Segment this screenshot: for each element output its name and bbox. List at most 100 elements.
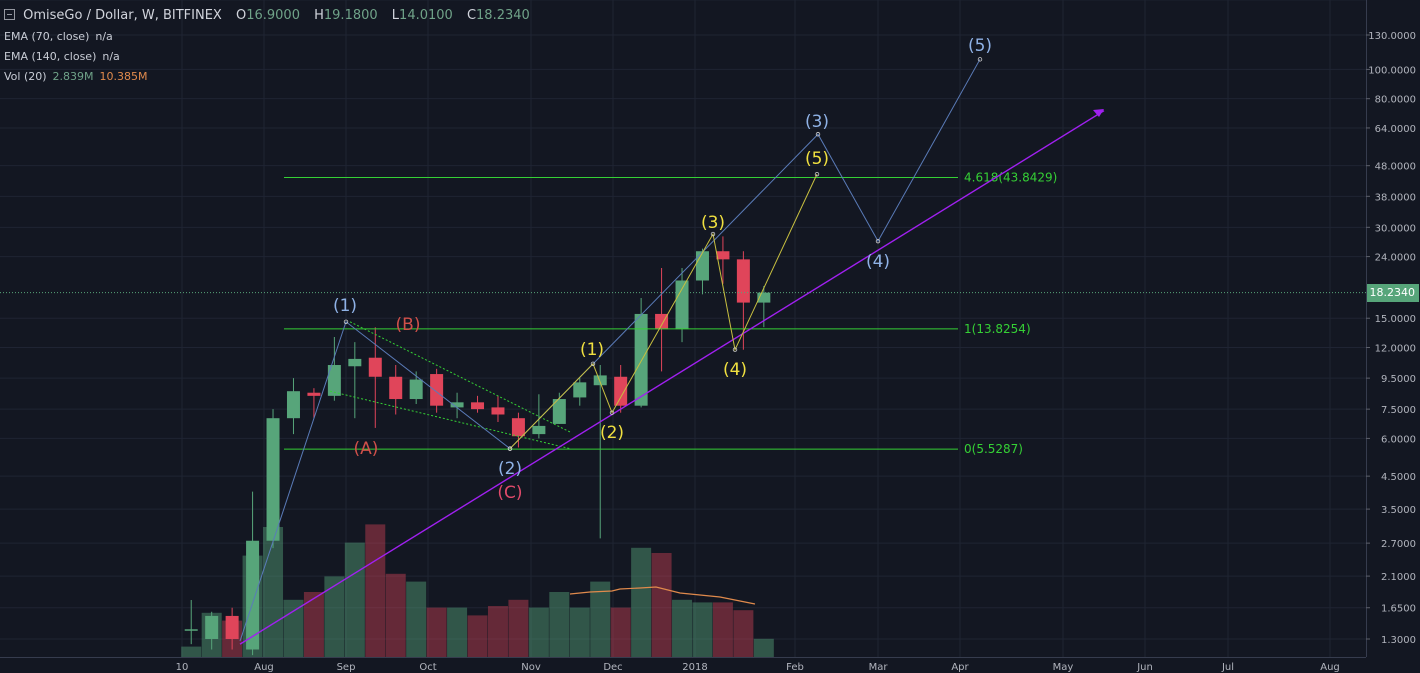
candle — [266, 409, 280, 549]
candle-body — [368, 357, 382, 377]
y-tick-label: 2.1000 — [1381, 572, 1416, 583]
wave-label-yellow: (1) — [580, 340, 604, 360]
volume-bar — [610, 607, 631, 657]
candle — [593, 365, 607, 539]
high-value: 19.1800 — [323, 8, 378, 23]
price-axis-area — [1366, 0, 1420, 673]
x-tick-label: Aug — [254, 662, 274, 673]
wave-point — [732, 347, 738, 352]
wave-point — [977, 57, 983, 62]
volume-bar — [692, 602, 713, 657]
candle — [348, 342, 362, 419]
candle-body — [184, 629, 198, 631]
volume-bar — [344, 542, 365, 657]
candle — [614, 365, 628, 413]
candle-body — [307, 392, 321, 396]
candle — [655, 267, 669, 372]
candle-body — [634, 313, 648, 406]
volume-bar — [569, 607, 590, 657]
fib-level-label: 4.618(43.8429) — [964, 171, 1057, 185]
volume-row[interactable]: Vol (20) 2.839M 10.385M — [4, 66, 530, 86]
volume-bar — [508, 599, 529, 657]
wave-label-blue: (4) — [866, 252, 890, 272]
volume-bar — [590, 581, 611, 657]
candle — [634, 298, 648, 408]
candle-body — [532, 425, 546, 435]
wave-point — [814, 171, 820, 177]
wave-label-yellow: (3) — [701, 213, 725, 233]
y-tick-label: 4.5000 — [1381, 472, 1416, 483]
candle-body — [286, 391, 300, 419]
y-tick-label: 64.0000 — [1375, 124, 1416, 135]
x-tick-label: Mar — [869, 662, 889, 673]
wave-path-yellow — [509, 173, 818, 449]
x-tick-label: Dec — [603, 662, 622, 673]
close-value: 18.2340 — [476, 8, 530, 23]
candle-body — [552, 399, 566, 424]
y-tick-label: 100.0000 — [1368, 65, 1416, 76]
candle — [327, 337, 341, 401]
volume-value: 2.839M — [52, 70, 94, 83]
symbol-row: OmiseGo / Dollar, W, BITFINEX O16.9000 H… — [4, 6, 530, 26]
candle-body — [573, 382, 587, 398]
corrective-wave-label: (C) — [497, 483, 522, 503]
candle — [471, 395, 485, 413]
candle-body — [266, 418, 280, 541]
candle — [573, 378, 587, 406]
candle-body — [593, 375, 607, 386]
candle — [368, 327, 382, 428]
candle — [552, 392, 566, 424]
wave-point — [507, 446, 513, 451]
candle-body — [736, 259, 750, 303]
wave-label-yellow: (5) — [805, 149, 829, 169]
volume-bar — [549, 592, 570, 657]
candle — [225, 607, 239, 650]
candle — [205, 611, 219, 650]
candle — [246, 491, 260, 656]
candle-body — [511, 418, 525, 437]
candle — [389, 365, 403, 415]
symbol-title: OmiseGo / Dollar, W, BITFINEX — [23, 8, 222, 23]
low-value: 14.0100 — [399, 8, 453, 23]
ema140-value: n/a — [102, 50, 120, 63]
volume-bar — [753, 638, 774, 657]
volume-bar — [712, 602, 733, 657]
x-tick-label: Sep — [337, 662, 356, 673]
wave-point — [815, 132, 821, 137]
wave-point — [710, 231, 716, 237]
ema70-row[interactable]: EMA (70, close) n/a — [4, 26, 530, 46]
high-label: H — [314, 8, 324, 23]
candle — [736, 251, 750, 350]
volume-bar — [426, 607, 447, 657]
wave-label-yellow: (2) — [600, 423, 624, 443]
wave-label-blue: (1) — [333, 296, 357, 316]
volume-bar — [651, 553, 672, 657]
fib-level-label: 0(5.5287) — [964, 442, 1023, 456]
y-tick-label: 1.3000 — [1381, 635, 1416, 646]
candle — [491, 395, 505, 422]
x-tick-label: Jul — [1221, 662, 1234, 673]
volume-ma-line — [569, 586, 756, 605]
volume-bar — [324, 576, 345, 657]
candle-body — [450, 402, 464, 408]
x-tick-label: Apr — [951, 662, 969, 673]
volume-bar — [263, 527, 284, 657]
candle-body — [327, 365, 341, 396]
chart-legend: OmiseGo / Dollar, W, BITFINEX O16.9000 H… — [4, 6, 530, 86]
candle-body — [409, 379, 423, 400]
candle-body — [471, 402, 485, 410]
open-value: 16.9000 — [246, 8, 300, 23]
wave-point — [590, 361, 596, 366]
x-tick-label: Jun — [1136, 662, 1153, 673]
ema140-row[interactable]: EMA (140, close) n/a — [4, 46, 530, 66]
wave-path-blue — [239, 59, 981, 642]
candle-body — [246, 540, 260, 650]
candle-body — [348, 358, 362, 367]
ema70-label: EMA (70, close) — [4, 30, 90, 43]
volume-bar — [528, 607, 549, 657]
collapse-icon[interactable] — [4, 9, 15, 20]
y-tick-label: 1.6500 — [1381, 604, 1416, 615]
candle — [716, 236, 730, 284]
y-tick-label: 2.7000 — [1381, 539, 1416, 550]
